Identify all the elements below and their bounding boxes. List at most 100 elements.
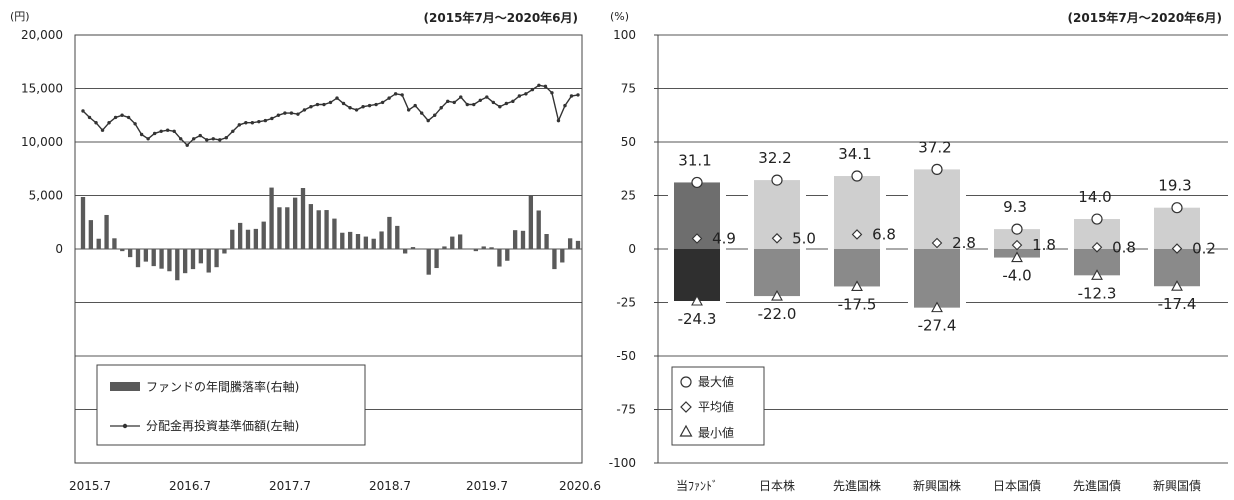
- avg-value-label: 2.8: [952, 234, 976, 252]
- avg-marker: [771, 233, 783, 244]
- min-value-label: -12.3: [1078, 284, 1117, 302]
- nav-line-point: [387, 96, 391, 100]
- max-marker: [771, 174, 783, 186]
- nav-line-point: [159, 129, 163, 133]
- left-bar: [206, 249, 211, 273]
- right-category-labels: 当ﾌｧﾝﾄﾞ 日本株 先進国株 新興国株 日本国債 先進国債 新興国債: [676, 478, 1201, 493]
- nav-line-point: [87, 115, 92, 120]
- left-bar: [450, 236, 455, 249]
- left-bar: [410, 247, 416, 249]
- nav-line-point: [498, 104, 502, 109]
- nav-line-point: [367, 103, 372, 108]
- nav-line-point: [146, 137, 150, 141]
- left-bar: [355, 234, 361, 249]
- category-label: 先進国債: [1073, 478, 1121, 493]
- left-bar: [505, 249, 510, 261]
- max-marker: [1011, 223, 1023, 235]
- left-bar: [379, 231, 384, 249]
- max-marker: [931, 163, 943, 175]
- nav-line-point: [94, 121, 98, 125]
- nav-line-point: [302, 108, 307, 112]
- nav-line-point: [185, 143, 189, 147]
- nav-line-point: [165, 128, 170, 132]
- min-value-label: -4.0: [1002, 267, 1031, 285]
- right-period-note: (2015年7月～2020年6月): [1068, 10, 1222, 25]
- nav-line-point: [335, 96, 339, 100]
- left-bar: [245, 229, 251, 249]
- nav-line-point: [419, 111, 424, 115]
- left-bar: [96, 238, 101, 249]
- nav-line-point: [315, 102, 320, 107]
- nav-line-point: [530, 87, 535, 92]
- left-bar: [560, 249, 565, 263]
- nav-line-point: [250, 121, 255, 125]
- left-bar: [567, 238, 573, 249]
- left-bar: [426, 249, 431, 275]
- right-chart: (%) (2015年7月～2020年6月) 100 75 50 25 0 -25 -50 -7…: [609, 10, 1228, 493]
- nav-line-point: [231, 129, 235, 133]
- category-label: 先進国株: [833, 478, 881, 493]
- nav-line-point: [563, 103, 567, 108]
- nav-line-point: [472, 102, 476, 107]
- nav-line-point: [276, 113, 281, 117]
- left-bar: [167, 249, 172, 272]
- nav-line-point: [413, 103, 417, 108]
- nav-line-point: [289, 111, 294, 115]
- min-bar: [834, 249, 880, 287]
- category-label: 新興国株: [913, 478, 961, 493]
- left-legend-box: [96, 364, 366, 446]
- nav-line-point: [465, 102, 469, 107]
- left-bar: [253, 228, 259, 249]
- nav-line-point: [393, 92, 398, 96]
- left-bar: [418, 249, 424, 250]
- nav-line-point: [270, 116, 274, 121]
- left-bar: [347, 231, 353, 249]
- nav-line-point: [172, 129, 176, 133]
- legend-min-triangle-icon: [679, 424, 693, 437]
- max-value-label: 14.0: [1078, 188, 1111, 206]
- min-value-label: -22.0: [758, 305, 797, 323]
- category-label: 日本国債: [993, 478, 1041, 493]
- max-bar: [914, 169, 960, 249]
- left-axis-unit: (円): [10, 10, 30, 23]
- min-marker: [931, 301, 943, 313]
- nav-line-point: [446, 99, 450, 104]
- left-bar: [151, 249, 156, 267]
- max-marker: [851, 170, 863, 182]
- nav-line-point: [374, 102, 378, 107]
- nav-line-point: [113, 115, 118, 120]
- left-bar: [308, 204, 314, 249]
- category-label: 当ﾌｧﾝﾄﾞ: [676, 479, 718, 493]
- max-value-label: 31.1: [678, 151, 711, 169]
- legend-bar-label: ファンドの年間騰落率(右軸): [146, 379, 299, 394]
- min-value-label: -27.4: [918, 317, 957, 335]
- max-value-label: 9.3: [1003, 198, 1027, 216]
- left-bar: [135, 249, 141, 268]
- nav-line-point: [218, 138, 222, 142]
- nav-line-point: [537, 83, 541, 87]
- min-marker: [1011, 251, 1023, 263]
- avg-value-label: 0.8: [1112, 238, 1136, 256]
- left-bar: [230, 229, 235, 249]
- left-x-tick-label: 2015.7: [69, 479, 111, 493]
- left-bar: [104, 214, 109, 249]
- nav-line-point: [361, 104, 365, 109]
- left-bar: [269, 187, 274, 249]
- nav-line-point: [205, 138, 209, 142]
- nav-line-point: [439, 106, 443, 110]
- nav-line-point: [400, 93, 404, 97]
- nav-line-point: [459, 95, 463, 99]
- nav-line-point: [263, 118, 268, 123]
- left-bar: [544, 234, 549, 249]
- max-value-label: 37.2: [918, 138, 951, 156]
- nav-line-point: [517, 94, 522, 98]
- avg-marker: [851, 229, 863, 240]
- nav-line-point: [81, 109, 85, 113]
- nav-line-point: [257, 119, 261, 124]
- left-x-tick-label: 2018.7: [369, 479, 411, 493]
- left-bar: [292, 197, 298, 249]
- max-value-label: 32.2: [758, 149, 791, 167]
- min-bar: [674, 249, 720, 302]
- min-bar: [1154, 249, 1200, 287]
- nav-line-point: [283, 111, 287, 115]
